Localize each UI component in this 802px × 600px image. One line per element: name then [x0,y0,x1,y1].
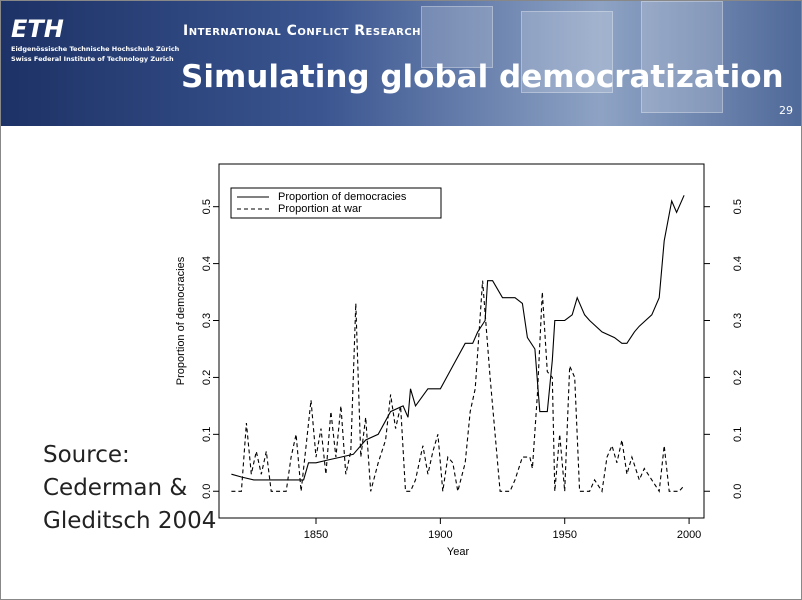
x-tick-label: 2000 [677,529,701,541]
decoration [641,1,723,113]
institution: Swiss Federal Institute of Technology Zu… [11,55,174,63]
x-tick-label: 1900 [428,529,452,541]
slide-title: Simulating global democratization [181,59,784,95]
slide-number: 29 [779,104,793,117]
y-tick-label: 0.3 [201,313,213,328]
y2-tick-label: 0.0 [732,484,744,499]
y-tick-label: 0.5 [201,199,213,214]
source-line: Cederman & [43,475,188,501]
y-tick-label: 0.1 [201,427,213,442]
decoration [521,11,613,93]
group-name: International Conflict Research [183,23,422,39]
legend-label: Proportion of democracies [278,191,407,203]
x-axis-title: Year [447,546,470,558]
source-line: Gleditsch 2004 [43,508,217,534]
legend-label: Proportion at war [278,203,362,215]
legend-box [230,187,442,219]
y-axis-title: Proportion of democracies [175,256,187,385]
x-tick-label: 1950 [552,529,576,541]
x-tick-label: 1850 [304,529,328,541]
y2-tick-label: 0.4 [732,256,744,271]
y-tick-label: 0.4 [201,256,213,271]
institution: Eidgenössische Technische Hochschule Zür… [11,45,180,53]
y-tick-label: 0.2 [201,370,213,385]
plot-frame [218,163,705,519]
source: Source: Cederman & Gleditsch 2004 [43,439,216,538]
y2-tick-label: 0.3 [732,313,744,328]
source-line: Source: [43,442,130,468]
y2-tick-label: 0.1 [732,427,744,442]
decoration [421,6,493,68]
y2-tick-label: 0.5 [732,199,744,214]
y2-tick-label: 0.2 [732,370,744,385]
series-line [231,280,685,493]
banner: ETH Eidgenössische Technische Hochschule… [1,1,801,126]
logo: ETH [11,15,64,43]
y-tick-label: 0.0 [201,484,213,499]
series-line [231,195,685,481]
